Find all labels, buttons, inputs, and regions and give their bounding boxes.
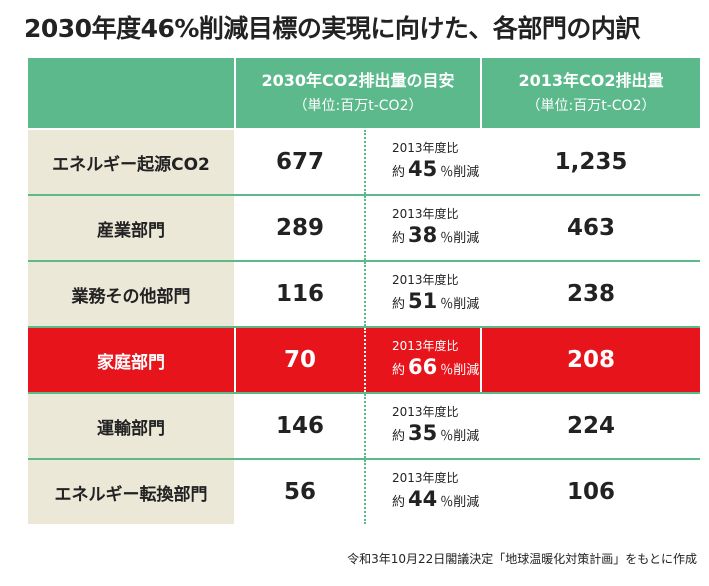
sector-label: 産業部門 xyxy=(97,220,165,241)
base-2013-cell: 224 xyxy=(482,394,700,458)
reduction-suffix: ％削減 xyxy=(440,495,480,510)
base-2013-value: 463 xyxy=(566,215,615,241)
base-2013-value: 208 xyxy=(566,347,615,373)
sector-cell: 業務その他部門 xyxy=(28,262,234,326)
sector-cell: エネルギー転換部門 xyxy=(28,460,234,524)
target-2030-value: 146 xyxy=(275,413,324,439)
table-row: 運輸部門 146 2013年度比約 35 ％削減 224 xyxy=(28,394,700,458)
reduction-suffix: ％削減 xyxy=(440,429,480,444)
base-2013-cell: 238 xyxy=(482,262,700,326)
table-row: 産業部門 289 2013年度比約 38 ％削減 463 xyxy=(28,196,700,260)
target-2030-value: 289 xyxy=(275,215,324,241)
sector-label: エネルギー起源CO2 xyxy=(52,154,210,175)
base-2013-value: 224 xyxy=(566,413,615,439)
sector-cell: 産業部門 xyxy=(28,196,234,260)
target-2030-cell: 56 xyxy=(236,460,364,524)
reduction-percent: 66 xyxy=(408,355,438,379)
target-2030-value: 56 xyxy=(283,479,316,505)
reduction-approx: 約 xyxy=(392,495,406,510)
reduction-approx: 約 xyxy=(392,165,406,180)
reduction-cell: 2013年度比約 66 ％削減 xyxy=(364,328,480,392)
base-2013-cell: 463 xyxy=(482,196,700,260)
sector-cell: 家庭部門 xyxy=(28,328,234,392)
reduction-cell: 2013年度比約 35 ％削減 xyxy=(364,394,480,458)
reduction-suffix: ％削減 xyxy=(440,165,480,180)
reduction-prefix: 2013年度比 xyxy=(392,207,459,221)
source-note: 令和3年10月22日閣議決定「地球温暖化対策計画」をもとに作成 xyxy=(347,552,697,566)
reduction-approx: 約 xyxy=(392,231,406,246)
base-2013-value: 238 xyxy=(566,281,615,307)
header-base-title: 2013年CO2排出量 xyxy=(518,71,664,90)
sector-cell: 運輸部門 xyxy=(28,394,234,458)
reduction-percent: 35 xyxy=(408,421,438,445)
reduction-prefix: 2013年度比 xyxy=(392,405,459,419)
header-target-unit: （単位:百万t-CO2） xyxy=(293,98,423,114)
header-base-unit: （単位:百万t-CO2） xyxy=(526,98,656,114)
target-2030-value: 70 xyxy=(283,347,316,373)
base-2013-cell: 106 xyxy=(482,460,700,524)
reduction-prefix: 2013年度比 xyxy=(392,141,459,155)
reduction-cell: 2013年度比約 51 ％削減 xyxy=(364,262,480,326)
reduction-approx: 約 xyxy=(392,429,406,444)
reduction-percent: 44 xyxy=(408,487,438,511)
sector-label: 運輸部門 xyxy=(97,418,165,439)
sector-table: 2030年CO2排出量の目安 （単位:百万t-CO2） 2013年CO2排出量 … xyxy=(28,58,700,542)
header-target-title: 2030年CO2排出量の目安 xyxy=(261,71,455,90)
target-2030-cell: 146 xyxy=(236,394,364,458)
table-header: 2030年CO2排出量の目安 （単位:百万t-CO2） 2013年CO2排出量 … xyxy=(28,58,700,128)
target-2030-cell: 70 xyxy=(236,328,364,392)
page-title: 2030年度46%削減目標の実現に向けた、各部門の内訳 xyxy=(24,14,640,43)
table-row: エネルギー転換部門 56 2013年度比約 44 ％削減 106 xyxy=(28,460,700,524)
target-2030-cell: 289 xyxy=(236,196,364,260)
table-row: 業務その他部門 116 2013年度比約 51 ％削減 238 xyxy=(28,262,700,326)
reduction-cell: 2013年度比約 38 ％削減 xyxy=(364,196,480,260)
header-blank-cell xyxy=(28,58,234,128)
target-2030-value: 677 xyxy=(275,149,324,175)
header-target-2030: 2030年CO2排出量の目安 （単位:百万t-CO2） xyxy=(236,58,480,128)
target-2030-value: 116 xyxy=(275,281,324,307)
table-row: エネルギー起源CO2 677 2013年度比約 45 ％削減 1,235 xyxy=(28,130,700,194)
row-divider xyxy=(28,194,700,196)
row-divider xyxy=(28,260,700,262)
target-2030-cell: 677 xyxy=(236,130,364,194)
reduction-percent: 38 xyxy=(408,223,438,247)
row-divider xyxy=(28,326,700,328)
row-divider xyxy=(28,458,700,460)
row-divider xyxy=(28,392,700,394)
header-base-2013: 2013年CO2排出量 （単位:百万t-CO2） xyxy=(482,58,700,128)
reduction-suffix: ％削減 xyxy=(440,231,480,246)
base-2013-value: 1,235 xyxy=(554,149,628,175)
sector-label: 家庭部門 xyxy=(97,352,165,373)
base-2013-value: 106 xyxy=(566,479,615,505)
reduction-prefix: 2013年度比 xyxy=(392,471,459,485)
reduction-percent: 51 xyxy=(408,289,438,313)
base-2013-cell: 1,235 xyxy=(482,130,700,194)
reduction-cell: 2013年度比約 44 ％削減 xyxy=(364,460,480,524)
reduction-prefix: 2013年度比 xyxy=(392,273,459,287)
target-2030-cell: 116 xyxy=(236,262,364,326)
reduction-approx: 約 xyxy=(392,297,406,312)
reduction-prefix: 2013年度比 xyxy=(392,339,459,353)
reduction-cell: 2013年度比約 45 ％削減 xyxy=(364,130,480,194)
base-2013-cell: 208 xyxy=(482,328,700,392)
sector-label: 業務その他部門 xyxy=(71,286,191,307)
table-row: 家庭部門 70 2013年度比約 66 ％削減 208 xyxy=(28,328,700,392)
reduction-approx: 約 xyxy=(392,363,406,378)
reduction-suffix: ％削減 xyxy=(440,363,480,378)
reduction-suffix: ％削減 xyxy=(440,297,480,312)
sector-cell: エネルギー起源CO2 xyxy=(28,130,234,194)
reduction-percent: 45 xyxy=(408,157,438,181)
sector-label: エネルギー転換部門 xyxy=(54,484,208,505)
